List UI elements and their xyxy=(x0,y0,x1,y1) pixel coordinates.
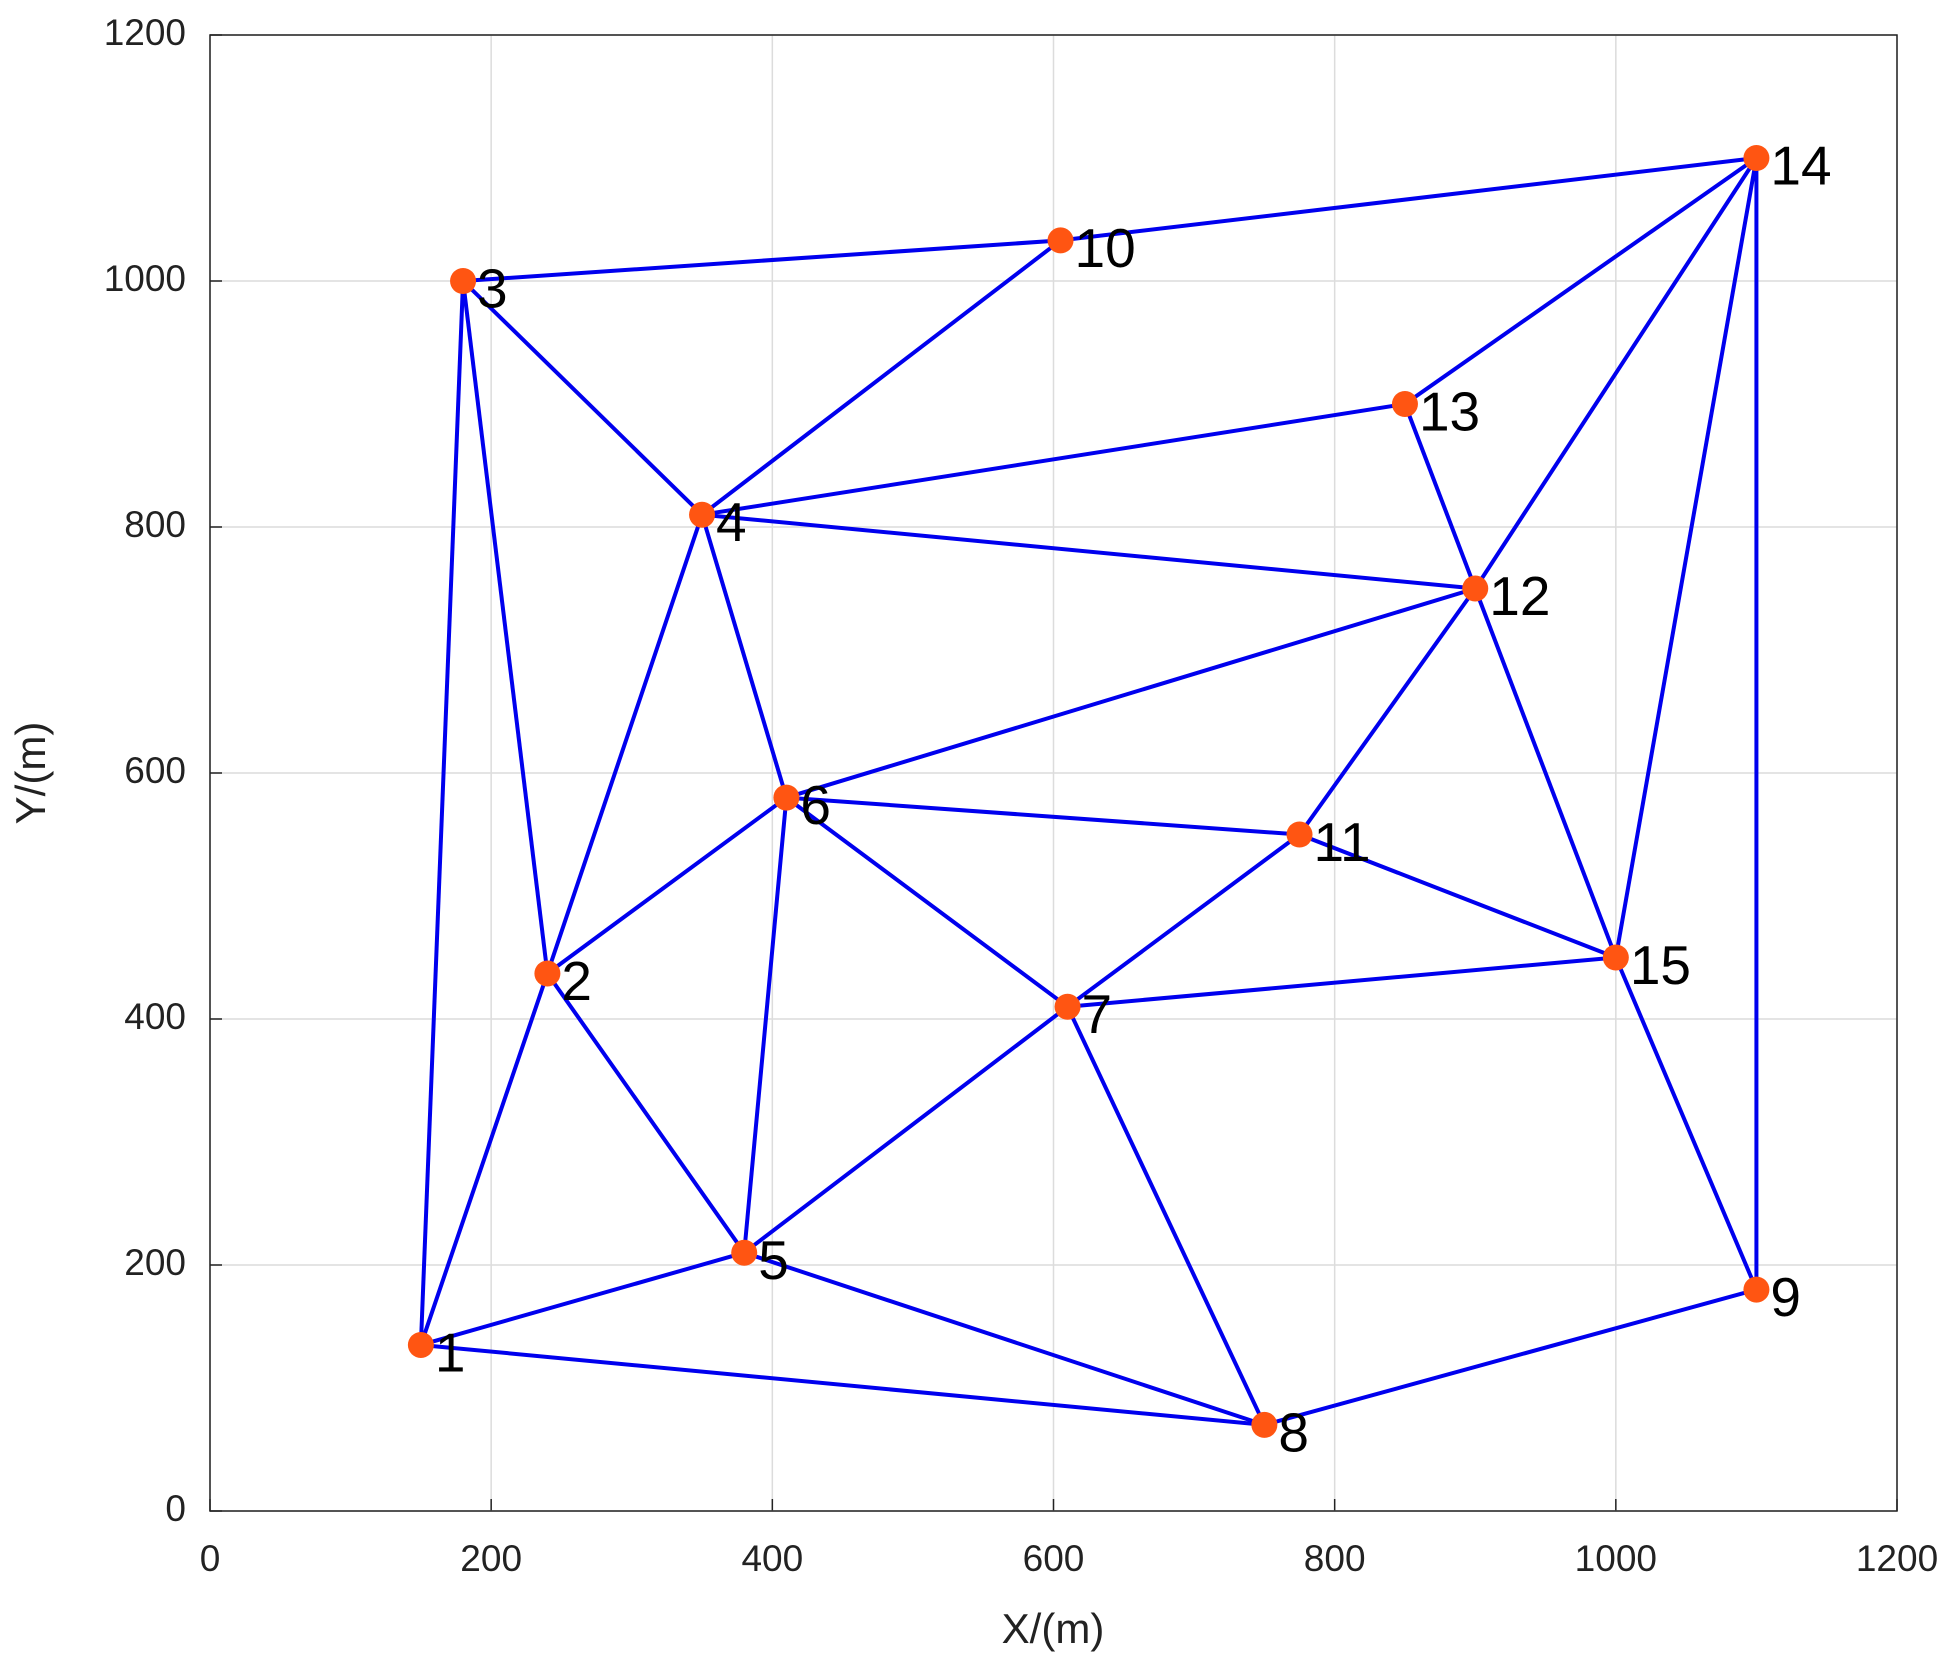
edge xyxy=(1403,156,1758,406)
edge xyxy=(1065,1005,1267,1426)
x-tick-label: 800 xyxy=(1304,1538,1366,1579)
x-tick-label: 0 xyxy=(200,1538,221,1579)
edge xyxy=(1067,955,1617,1009)
edge xyxy=(1473,587,1618,959)
edge xyxy=(1066,832,1301,1009)
edge xyxy=(1298,832,1617,960)
node xyxy=(1054,993,1081,1020)
edge xyxy=(1403,403,1478,590)
edge xyxy=(785,795,1069,1009)
node xyxy=(1286,821,1313,848)
edge xyxy=(743,1005,1069,1255)
edge xyxy=(461,279,704,517)
node-label: 14 xyxy=(1770,135,1831,197)
edge xyxy=(700,514,789,799)
node xyxy=(1743,145,1770,171)
x-tick-label: 1000 xyxy=(1575,1538,1657,1579)
edge xyxy=(420,1250,745,1347)
x-tick-label: 600 xyxy=(1023,1538,1085,1579)
node xyxy=(450,268,477,294)
node-label: 6 xyxy=(800,774,831,836)
node xyxy=(1602,944,1629,971)
edge xyxy=(418,280,466,1346)
node xyxy=(773,784,800,811)
node xyxy=(407,1331,434,1358)
node xyxy=(1391,391,1418,417)
plot-frame xyxy=(209,34,1898,1512)
node-label: 15 xyxy=(1630,934,1691,996)
node xyxy=(1462,575,1489,602)
x-tick-label: 1200 xyxy=(1856,1538,1938,1579)
node-label: 9 xyxy=(1770,1266,1801,1328)
node xyxy=(1047,227,1074,254)
y-tick-label: 1000 xyxy=(104,258,186,299)
edge xyxy=(742,797,789,1253)
node-label: 5 xyxy=(758,1229,789,1291)
edge xyxy=(1060,156,1757,243)
node-label: 4 xyxy=(716,491,747,553)
node-label: 13 xyxy=(1419,381,1480,443)
edge xyxy=(1613,157,1759,958)
x-tick-label: 200 xyxy=(460,1538,522,1579)
y-tick-label: 1200 xyxy=(104,12,186,53)
edge xyxy=(420,1342,1265,1427)
node xyxy=(731,1239,758,1266)
node-label: 12 xyxy=(1489,565,1550,627)
x-tick-label: 400 xyxy=(741,1538,803,1579)
node xyxy=(1743,1276,1770,1303)
edge xyxy=(1473,156,1759,590)
y-tick-label: 400 xyxy=(124,996,186,1037)
edge xyxy=(743,1250,1266,1427)
edge xyxy=(701,402,1406,517)
edge xyxy=(701,512,1476,591)
edge xyxy=(1613,956,1759,1291)
node-label: 10 xyxy=(1075,217,1136,279)
edge xyxy=(1297,587,1477,836)
node xyxy=(534,960,561,987)
edge xyxy=(546,795,788,976)
edge xyxy=(462,238,1061,283)
node-label: 7 xyxy=(1082,983,1113,1045)
edge xyxy=(786,795,1300,837)
edge xyxy=(461,280,550,974)
y-tick-label: 600 xyxy=(124,750,186,791)
node-label: 11 xyxy=(1314,811,1371,873)
edge xyxy=(545,972,746,1254)
node-label: 8 xyxy=(1278,1401,1309,1463)
edge xyxy=(700,238,1062,517)
node-label: 3 xyxy=(477,258,508,320)
edge xyxy=(1263,1287,1757,1427)
node xyxy=(1251,1411,1278,1438)
edge xyxy=(418,972,550,1346)
node-label: 1 xyxy=(435,1321,466,1383)
node-label: 2 xyxy=(561,950,592,1012)
x-axis-label: X/(m) xyxy=(1002,1605,1105,1652)
y-axis-label: Y/(m) xyxy=(7,722,54,825)
edge xyxy=(545,514,704,975)
y-tick-label: 800 xyxy=(124,504,186,545)
node xyxy=(689,501,716,528)
edge xyxy=(785,586,1476,800)
y-tick-label: 0 xyxy=(165,1488,186,1529)
y-tick-label: 200 xyxy=(124,1242,186,1283)
